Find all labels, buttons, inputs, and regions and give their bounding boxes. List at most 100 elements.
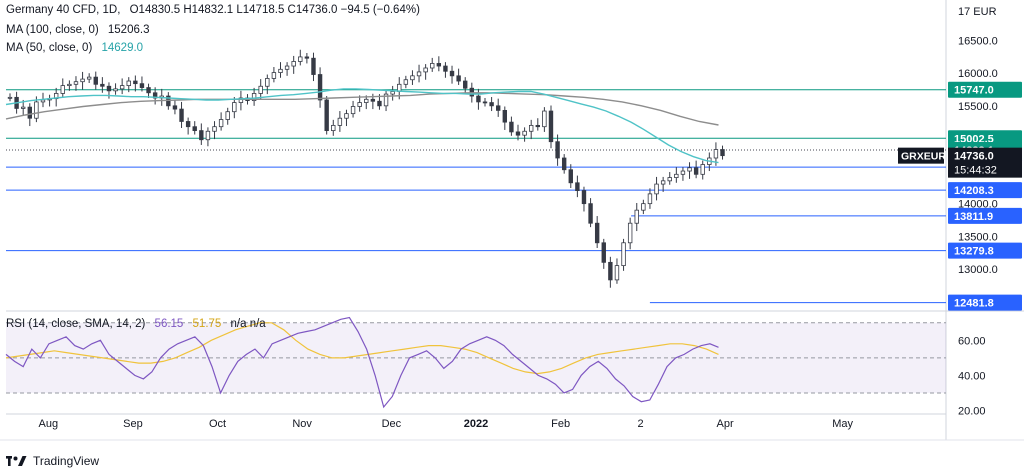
candle-body: [561, 157, 567, 171]
candle-body: [383, 93, 389, 107]
level-label-support-3-bg: [948, 242, 1022, 259]
candle-body: [317, 74, 323, 101]
candle-body: [542, 110, 547, 128]
legend-ma100: MA (100, close, 0) 15206.3: [6, 24, 149, 36]
candle-body: [331, 124, 336, 132]
level-label-15747-bg: [948, 81, 1022, 98]
candle-body: [482, 101, 488, 104]
candle-body: [238, 97, 244, 103]
candle-body: [218, 119, 224, 128]
candle-body: [225, 111, 230, 120]
candle-body: [693, 167, 699, 175]
legend-ma50-label[interactable]: MA (50, close, 0): [6, 42, 93, 54]
candle-body: [20, 106, 26, 109]
currency-label: 17 EUR: [958, 6, 997, 18]
candle-body: [634, 209, 639, 224]
rsi-sma-line: [5, 322, 719, 375]
candle-body: [403, 79, 409, 85]
candle-body: [601, 242, 606, 263]
countdown: 15:44:32: [954, 165, 997, 177]
candle-body: [350, 106, 356, 115]
time-tick: Sep: [123, 418, 143, 430]
candle-body: [119, 85, 125, 90]
time-tick: Dec: [382, 418, 402, 430]
candle-body: [489, 102, 494, 107]
price-tick: 16500.0: [958, 36, 998, 48]
candle-body: [93, 76, 98, 85]
time-tick: May: [832, 418, 853, 430]
candle-body: [720, 149, 725, 157]
candle-body: [575, 182, 580, 192]
candle-body: [568, 169, 573, 184]
candle-body: [126, 80, 131, 87]
candle-body: [324, 99, 329, 132]
legend-ma100-label[interactable]: MA (100, close, 0): [6, 24, 99, 36]
candle-body: [515, 131, 521, 136]
candle-body: [34, 101, 39, 119]
candle-body: [660, 180, 666, 185]
candle-body: [67, 83, 72, 87]
candle-body: [713, 149, 719, 159]
candle-body: [357, 102, 362, 107]
candle-body: [106, 85, 112, 92]
candle-body: [614, 265, 620, 281]
current-price-bg: [948, 147, 1022, 178]
level-label-support-1: 14208.3: [954, 185, 994, 197]
price-tick: 15500.0: [958, 101, 998, 113]
price-tick: 13000.0: [958, 264, 998, 276]
legend-rsi-value: 56.15: [154, 318, 184, 330]
time-tick: 2022: [464, 418, 488, 430]
candle-body: [502, 109, 508, 123]
candle-body: [232, 102, 237, 113]
candle-body: [80, 78, 85, 83]
candle-body: [199, 130, 204, 141]
candle-body: [298, 56, 303, 62]
legend-rsi-sma-value: 51.75: [192, 318, 222, 330]
candle-body: [654, 183, 659, 195]
legend-rsi-na: n/a n/a: [230, 318, 266, 330]
rsi-tick: 40.00: [958, 370, 986, 382]
time-tick: Apr: [717, 418, 734, 430]
tradingview-footer[interactable]: TradingView: [6, 452, 99, 470]
candle-body: [27, 106, 32, 119]
legend-main: Germany 40 CFD, 1D, O14830.5 H14832.1 L1…: [6, 4, 420, 16]
time-tick: Nov: [292, 418, 312, 430]
candle-body: [265, 78, 270, 87]
tradingview-brand: TradingView: [33, 454, 100, 468]
candle-body: [377, 100, 382, 107]
candle-body: [146, 87, 151, 94]
candle-body: [40, 99, 46, 103]
candle-body: [278, 68, 283, 73]
candle-body: [496, 105, 501, 111]
legend-ohlc: O14830.5 H14832.1 L14718.5 C14736.0 −94.…: [129, 4, 420, 16]
candle-body: [449, 70, 455, 77]
candle-body: [463, 80, 468, 89]
candle-body: [311, 57, 316, 75]
candle-body: [680, 170, 686, 175]
current-symbol: GRXEUR: [901, 151, 946, 163]
candle-body: [304, 56, 310, 59]
rsi-tick: 60.00: [958, 335, 986, 347]
candle-body: [139, 83, 145, 88]
legend-rsi-label[interactable]: RSI (14, close, SMA, 14, 2): [6, 318, 146, 330]
candle-body: [674, 173, 679, 178]
legend-ma100-value: 15206.3: [107, 24, 150, 36]
candle-body: [291, 61, 296, 67]
candle-body: [476, 95, 481, 103]
candle-body: [667, 177, 672, 182]
candle-body: [647, 193, 653, 205]
level-label-support-3: 13279.8: [954, 246, 994, 258]
candle-body: [100, 83, 105, 87]
candle-body: [588, 203, 593, 224]
candle-body: [344, 113, 349, 119]
current-price: 14736.0: [954, 151, 994, 163]
candle-body: [621, 242, 626, 267]
time-tick: 2: [637, 418, 643, 430]
legend-ma50-value: 14629.0: [101, 42, 144, 54]
legend-symbol[interactable]: Germany 40 CFD, 1D,: [6, 4, 121, 16]
candle-body: [390, 91, 395, 95]
price-tick: 13500.0: [958, 231, 998, 243]
candle-body: [535, 124, 540, 128]
legend-rsi: RSI (14, close, SMA, 14, 2) 56.15 51.75 …: [6, 318, 266, 330]
